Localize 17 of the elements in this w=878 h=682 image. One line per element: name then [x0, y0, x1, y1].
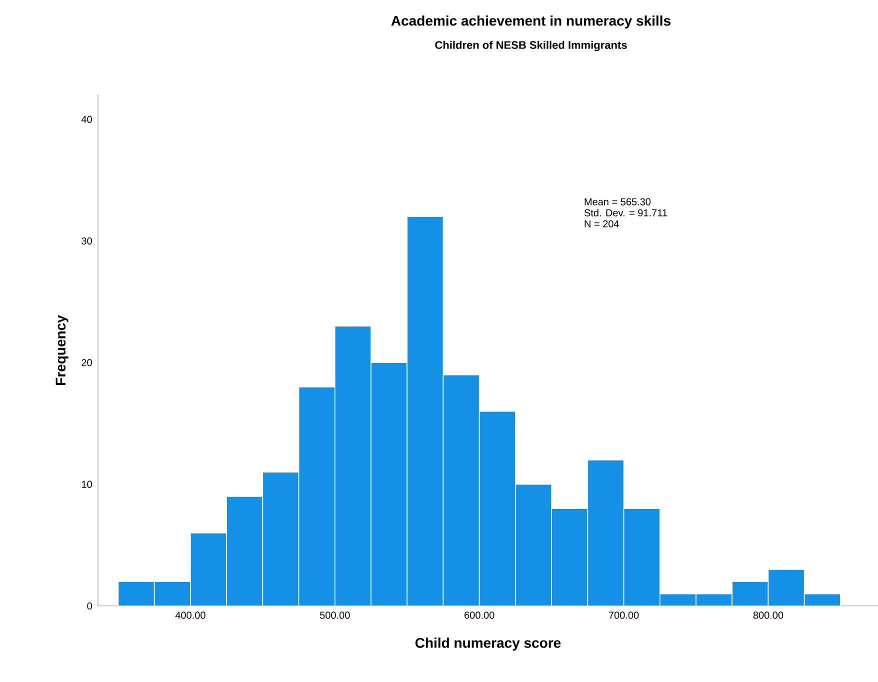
chart-subtitle: Children of NESB Skilled Immigrants: [435, 40, 627, 52]
x-axis-title: Child numeracy score: [415, 638, 561, 651]
x-tick-label: 600.00: [464, 612, 494, 619]
y-tick-label: 20: [82, 359, 92, 366]
chart-title: Academic achievement in numeracy skills: [391, 15, 670, 29]
y-tick-label: 10: [82, 480, 92, 488]
annotation: N = 204: [584, 220, 619, 228]
x-tick-label: 700.00: [609, 612, 639, 619]
x-tick-label: 500.00: [320, 612, 350, 619]
annotation: Mean = 565.30: [584, 198, 651, 206]
x-tick-label: 800.00: [753, 612, 784, 619]
y-tick-label: 30: [82, 237, 92, 245]
y-axis-title: Frequency: [56, 315, 68, 385]
y-tick-label: 0: [87, 602, 92, 610]
annotation: Std. Dev. = 91.711: [584, 209, 667, 216]
y-tick-label: 40: [81, 116, 92, 123]
x-tick-label: 400.00: [175, 612, 206, 619]
